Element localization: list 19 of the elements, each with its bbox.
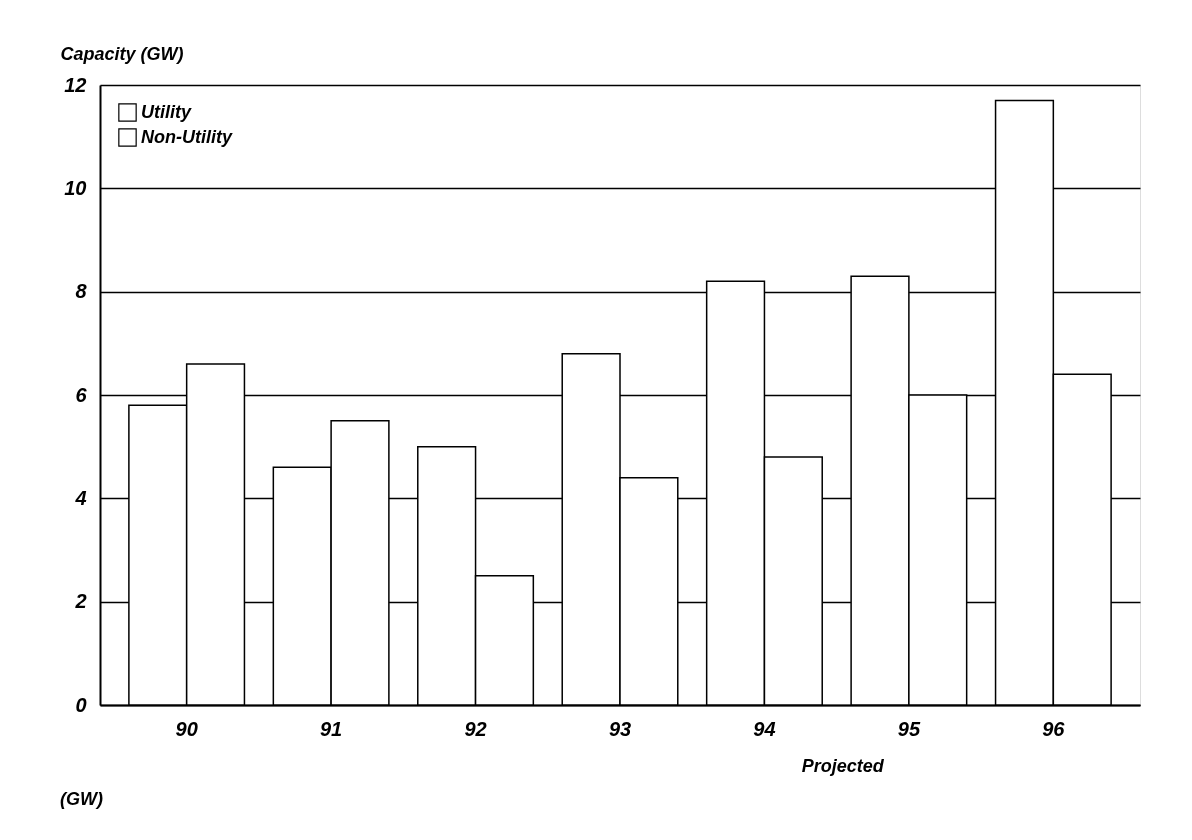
x-tick-label: 93 (608, 717, 632, 740)
x-tick-label: 91 (319, 717, 343, 740)
y-tick-label: 0 (75, 693, 87, 716)
legend-label: Non-Utility (141, 126, 233, 147)
x-tick-label: 92 (464, 717, 487, 740)
y-tick-label: 12 (64, 73, 87, 96)
y-tick-label: 4 (74, 486, 87, 509)
y-tick-label: 8 (75, 280, 88, 303)
x-tick-label: 90 (175, 717, 198, 740)
x-tick-label: 95 (897, 717, 921, 740)
y-tick-label: 6 (75, 383, 88, 406)
legend-label: Utility (141, 101, 192, 122)
text: Projected (801, 756, 885, 776)
y-tick-label: 2 (74, 590, 87, 613)
y-axis-title: Capacity (GW) (60, 43, 184, 64)
text: (GW) (60, 789, 103, 809)
x-tick-label: 96 (1042, 717, 1066, 740)
y-tick-label: 10 (64, 176, 87, 199)
x-tick-label: 94 (753, 717, 776, 740)
